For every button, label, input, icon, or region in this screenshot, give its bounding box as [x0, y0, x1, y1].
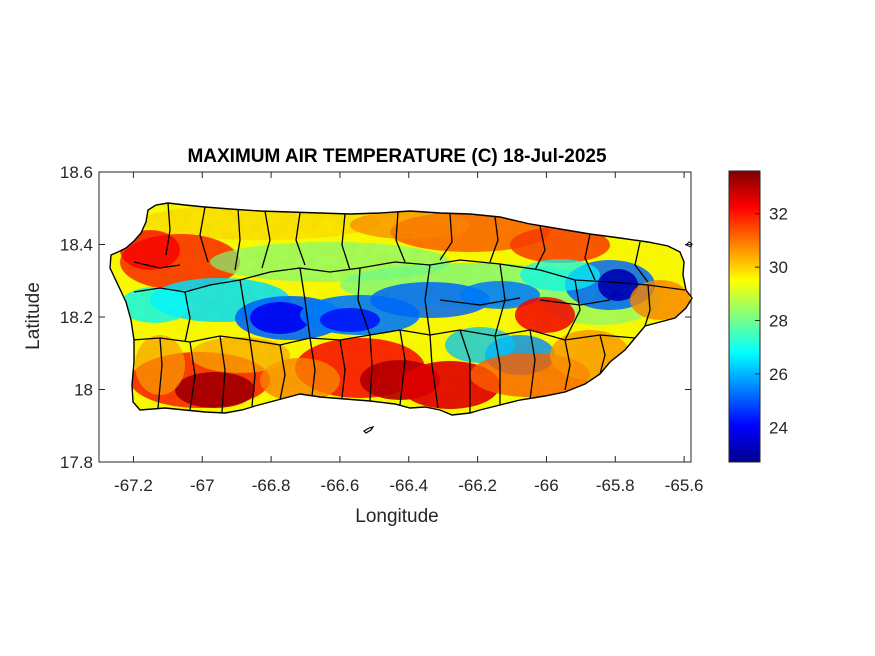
x-tick-label: -66 [534, 476, 559, 495]
temperature-patch [460, 281, 540, 309]
y-tick-label: 17.8 [60, 453, 93, 472]
temperature-patch [120, 287, 190, 323]
temperature-field [110, 203, 692, 415]
colorbar [728, 170, 761, 463]
island-coastline [109, 202, 693, 416]
municipality-boundary [424, 264, 431, 336]
municipality-boundary [564, 339, 571, 391]
temperature-patch [250, 302, 310, 334]
municipality-boundary [249, 339, 256, 407]
temperature-patch [350, 211, 470, 239]
municipality-boundary [564, 279, 581, 341]
municipality-boundary [439, 213, 453, 261]
municipality-boundary [234, 208, 241, 271]
colorbar-tick-label: 28 [769, 312, 788, 331]
x-tick-label: -66.6 [321, 476, 360, 495]
municipality-boundary [584, 233, 596, 281]
municipality-boundary [634, 241, 649, 283]
x-tick-label: -65.6 [665, 476, 704, 495]
municipality-boundary [199, 206, 209, 263]
temperature-patch [370, 282, 490, 318]
x-tick-label: -65.8 [596, 476, 635, 495]
municipality-boundary [299, 267, 311, 339]
municipality-boundary [184, 291, 191, 343]
x-tick-label: -67.2 [114, 476, 153, 495]
colorbar-tick-label: 30 [769, 258, 788, 277]
temperature-patch [260, 358, 340, 402]
temperature-patch [520, 259, 600, 291]
temperature-patch [320, 308, 380, 332]
municipality-boundary [399, 329, 406, 406]
x-tick-label: -67 [190, 476, 215, 495]
municipality-boundary [459, 329, 471, 413]
temperature-patch [510, 227, 610, 263]
y-tick-label: 18.4 [60, 236, 93, 255]
temperature-patch [598, 269, 638, 301]
municipality-boundary [261, 210, 271, 269]
municipality-boundary [339, 339, 346, 399]
y-tick-label: 18.6 [60, 163, 93, 182]
municipality-boundary [133, 259, 686, 293]
colorbar-tick-label: 32 [769, 205, 788, 224]
municipality-boundary [539, 299, 611, 306]
municipality-boundary [309, 337, 316, 397]
x-tick-label: -66.2 [458, 476, 497, 495]
municipality-boundary [429, 334, 439, 409]
municipality-boundary [165, 203, 171, 256]
y-axis-label: Latitude [23, 282, 44, 350]
municipality-boundaries [131, 203, 686, 413]
colorbar-tick-label: 26 [769, 365, 788, 384]
y-tick-label: 18 [74, 381, 93, 400]
caja-de-muertos-islet [363, 426, 375, 434]
temperature-patch [630, 280, 690, 320]
x-tick-label: -66.8 [252, 476, 291, 495]
municipality-boundary [239, 279, 251, 341]
municipality-boundary [295, 212, 306, 266]
colorbar-ticks: 24 26 28 30 32 [755, 205, 788, 437]
y-axis: 17.8 18 18.2 18.4 18.6 [60, 163, 691, 472]
municipality-boundary [599, 334, 606, 375]
municipality-boundary [395, 211, 406, 263]
temperature-patch [135, 335, 185, 395]
temperature-patch [190, 337, 290, 373]
east-islet [685, 241, 693, 248]
municipality-boundary [357, 267, 371, 336]
chart-title: MAXIMUM AIR TEMPERATURE (C) 18-Jul-2025 [187, 146, 607, 167]
temperature-patch [175, 372, 255, 408]
municipality-boundary [529, 329, 536, 401]
municipality-boundary [189, 341, 196, 411]
x-axis: -67.2 -67 -66.8 -66.6 -66.4 -66.2 -66 -65.8 -65.… [114, 172, 703, 495]
municipality-boundary [157, 337, 163, 409]
x-tick-label: -66.4 [389, 476, 428, 495]
y-tick-label: 18.2 [60, 308, 93, 327]
municipality-boundary [369, 334, 373, 402]
colorbar-tick-label: 24 [769, 418, 788, 437]
municipality-boundary [494, 335, 501, 405]
municipality-boundary [489, 216, 499, 263]
municipality-boundary [219, 335, 226, 413]
municipality-boundary [341, 213, 351, 271]
temperature-patch [515, 297, 575, 333]
municipality-boundary [279, 344, 286, 401]
municipality-boundary [439, 297, 521, 306]
municipality-boundary [133, 261, 181, 269]
x-axis-label: Longitude [355, 506, 438, 527]
municipality-boundary [534, 225, 546, 271]
municipality-boundary [644, 284, 651, 327]
